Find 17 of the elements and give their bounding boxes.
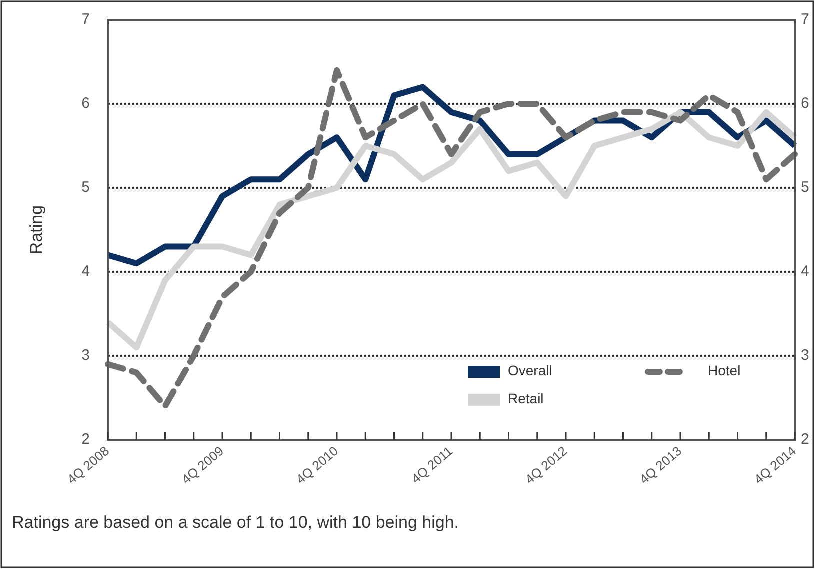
legend-label: Overall: [508, 362, 552, 379]
y2-tick-label: 2: [801, 430, 810, 448]
y-tick-label: 7: [82, 10, 90, 28]
y-axis-title: Rating: [27, 205, 46, 255]
y-tick-label: 2: [82, 430, 90, 448]
y2-tick-label: 7: [801, 10, 810, 28]
legend-label: Hotel: [708, 362, 741, 379]
text: Ratings are based on a scale of 1 to 10, with 10 being high.: [12, 513, 460, 532]
y-tick-label: 4: [82, 262, 90, 280]
y-tick-label: 5: [82, 178, 90, 196]
y2-tick-label: 5: [801, 178, 810, 196]
y-tick-label: 6: [82, 94, 90, 112]
legend-label: Retail: [508, 390, 544, 407]
y2-tick-label: 4: [801, 262, 810, 280]
y2-tick-label: 6: [801, 94, 810, 112]
y-tick-label: 3: [82, 346, 90, 364]
y2-tick-label: 3: [801, 346, 810, 364]
